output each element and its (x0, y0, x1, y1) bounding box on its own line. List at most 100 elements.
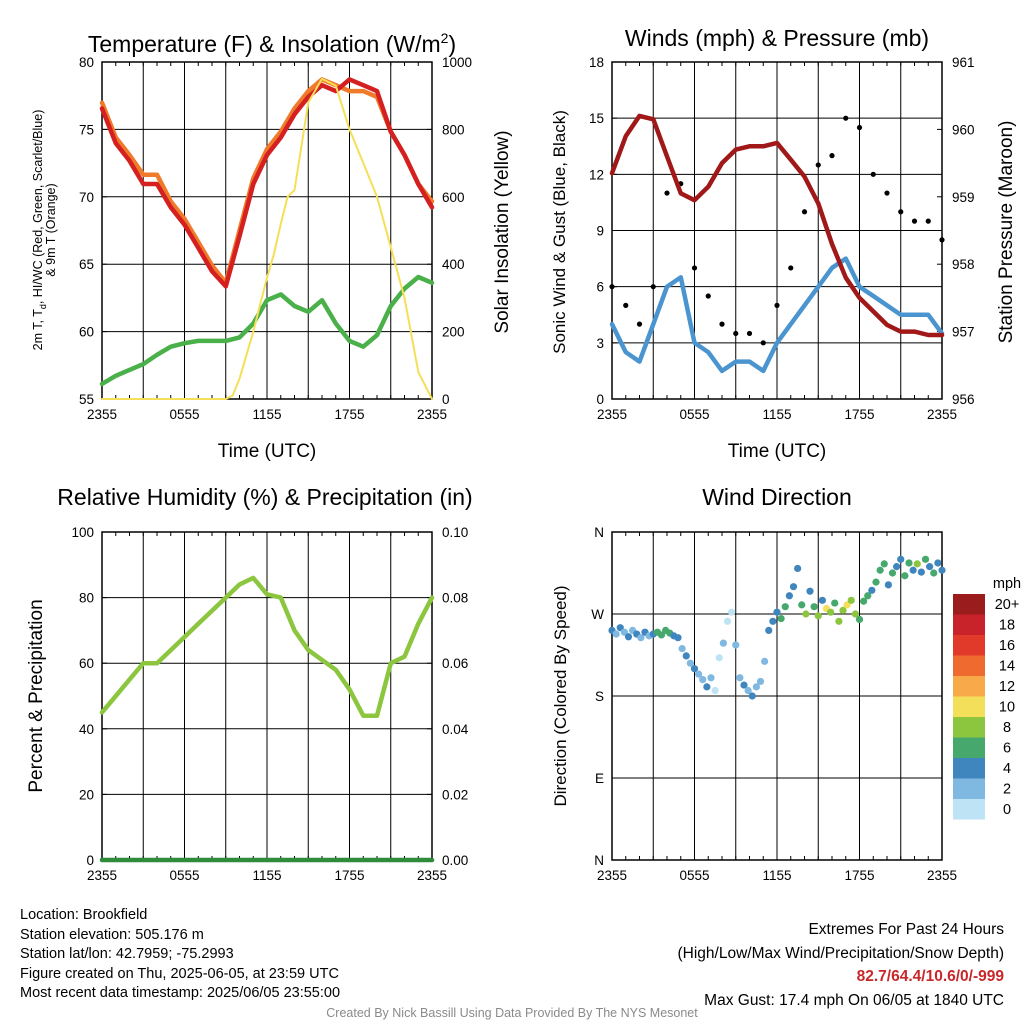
x-tick-label: 1155 (252, 407, 281, 422)
direction-point (674, 634, 682, 642)
x-tick-label: 1155 (762, 407, 791, 422)
series-point (815, 162, 821, 168)
direction-point (872, 578, 880, 586)
y-tick-label: 65 (79, 257, 94, 272)
direction-point (926, 563, 934, 571)
x-tick-label: 0555 (169, 407, 199, 422)
direction-point (835, 617, 843, 625)
panel-2: 2355 0555 1155 1755 235503691215189569579589… (589, 55, 975, 462)
y-tick-label: 60 (79, 325, 94, 340)
colorbar-swatch (953, 799, 985, 820)
y-tick-label: 75 (79, 122, 94, 137)
y-tick-label: 20 (79, 787, 94, 802)
y-tick-label: 18 (589, 55, 604, 70)
series-line-4 (101, 77, 433, 400)
y-axis-label-group: Percent & Precipitation (26, 599, 47, 792)
x-tick-label: 1155 (252, 868, 281, 883)
y-tick-label: 70 (79, 190, 94, 205)
direction-point (777, 614, 785, 623)
series-point (691, 265, 698, 271)
direction-point (769, 617, 777, 625)
colorbar-swatch (953, 594, 985, 615)
x-tick-label: 2355 (87, 868, 117, 883)
direction-point (901, 572, 909, 580)
y2-tick-label: 200 (442, 325, 465, 340)
x-tick-label: 1755 (334, 868, 364, 883)
x-tick-label: 2355 (417, 407, 447, 422)
panel-3: 2355 0555 1155 1755 23550204060801000.000.02… (71, 525, 468, 883)
series-point (650, 284, 656, 290)
direction-point (756, 677, 765, 686)
y2-tick-label: 0.06 (442, 656, 468, 671)
y-tick-label: N (594, 525, 604, 540)
colorbar-swatch (953, 717, 985, 738)
series-point (733, 330, 739, 337)
series-point (939, 237, 945, 243)
y-axis-label-main: 2m T, T (31, 309, 45, 351)
x-tick-label: 1155 (762, 868, 791, 883)
station-elevation: Station elevation: 505.176 m (20, 926, 204, 943)
series-group (99, 77, 435, 400)
y-tick-label: 60 (79, 656, 94, 671)
direction-point (765, 626, 773, 635)
x-tick-label: 1755 (844, 407, 874, 422)
x-tick-label: 0555 (169, 868, 199, 883)
series-point (609, 284, 615, 290)
chart-title: Winds (mph) & Pressure (mb) (625, 25, 929, 51)
x-axis-label: Time (UTC) (728, 441, 827, 462)
colorbar-label: mph (993, 576, 1021, 592)
series-point (719, 321, 725, 327)
colorbar-tick-label: 2 (1003, 782, 1011, 798)
colorbar-swatch (953, 696, 985, 717)
direction-point (913, 560, 921, 568)
extremes-heading: Extremes For Past 24 Hours (808, 921, 1004, 938)
y-tick-label: W (591, 607, 604, 622)
direction-point (752, 683, 760, 691)
series-point (884, 190, 890, 196)
direction-point (785, 592, 793, 600)
direction-point (620, 628, 628, 636)
y2-axis-label: Station Pressure (Maroon) (996, 121, 1017, 344)
y2-tick-label: 0 (442, 392, 450, 407)
y-axis-label: Percent & Precipitation (26, 599, 47, 792)
series-group (99, 575, 435, 863)
y-tick-label: E (595, 771, 604, 786)
direction-point (831, 599, 839, 607)
series-point (760, 340, 766, 346)
x-tick-label: 0555 (679, 868, 709, 883)
chart-title-sup: 2 (441, 30, 449, 46)
y-axis-label: Sonic Wind & Gust (Blue, Black) (550, 110, 569, 354)
series-point (856, 124, 863, 131)
colorbar-tick-label: 14 (999, 659, 1015, 675)
direction-point (843, 601, 851, 609)
x-tick-label: 2355 (597, 868, 627, 883)
direction-point (884, 581, 892, 589)
direction-point (740, 681, 748, 689)
direction-point (686, 659, 694, 667)
max-gust: Max Gust: 17.4 mph On 06/05 at 1840 UTC (704, 991, 1004, 1009)
direction-point (695, 670, 703, 678)
y2-tick-label: 957 (952, 325, 975, 340)
y2-tick-label: 800 (442, 122, 465, 137)
colorbar-swatch (953, 635, 985, 656)
direction-point (917, 568, 925, 576)
y-tick-label: 9 (596, 224, 604, 239)
direction-point (938, 566, 946, 574)
station-location: Location: Brookfield (20, 907, 148, 923)
direction-point (851, 610, 859, 618)
y-tick-label: N (594, 853, 604, 868)
y2-tick-label: 960 (952, 122, 975, 137)
y2-tick-label: 956 (952, 392, 975, 407)
direction-point (847, 596, 855, 604)
direction-point (897, 555, 905, 563)
series-point (801, 209, 808, 215)
direction-point (732, 641, 740, 649)
direction-point (930, 569, 938, 577)
extremes-values: 82.7/64.4/10.6/0/-999 (856, 968, 1004, 985)
direction-point (810, 603, 818, 611)
figure-created: Figure created on Thu, 2025-06-05, at 23… (20, 965, 339, 982)
series-line-3 (609, 113, 945, 338)
y2-tick-label: 600 (442, 190, 465, 205)
series-point (623, 302, 629, 308)
